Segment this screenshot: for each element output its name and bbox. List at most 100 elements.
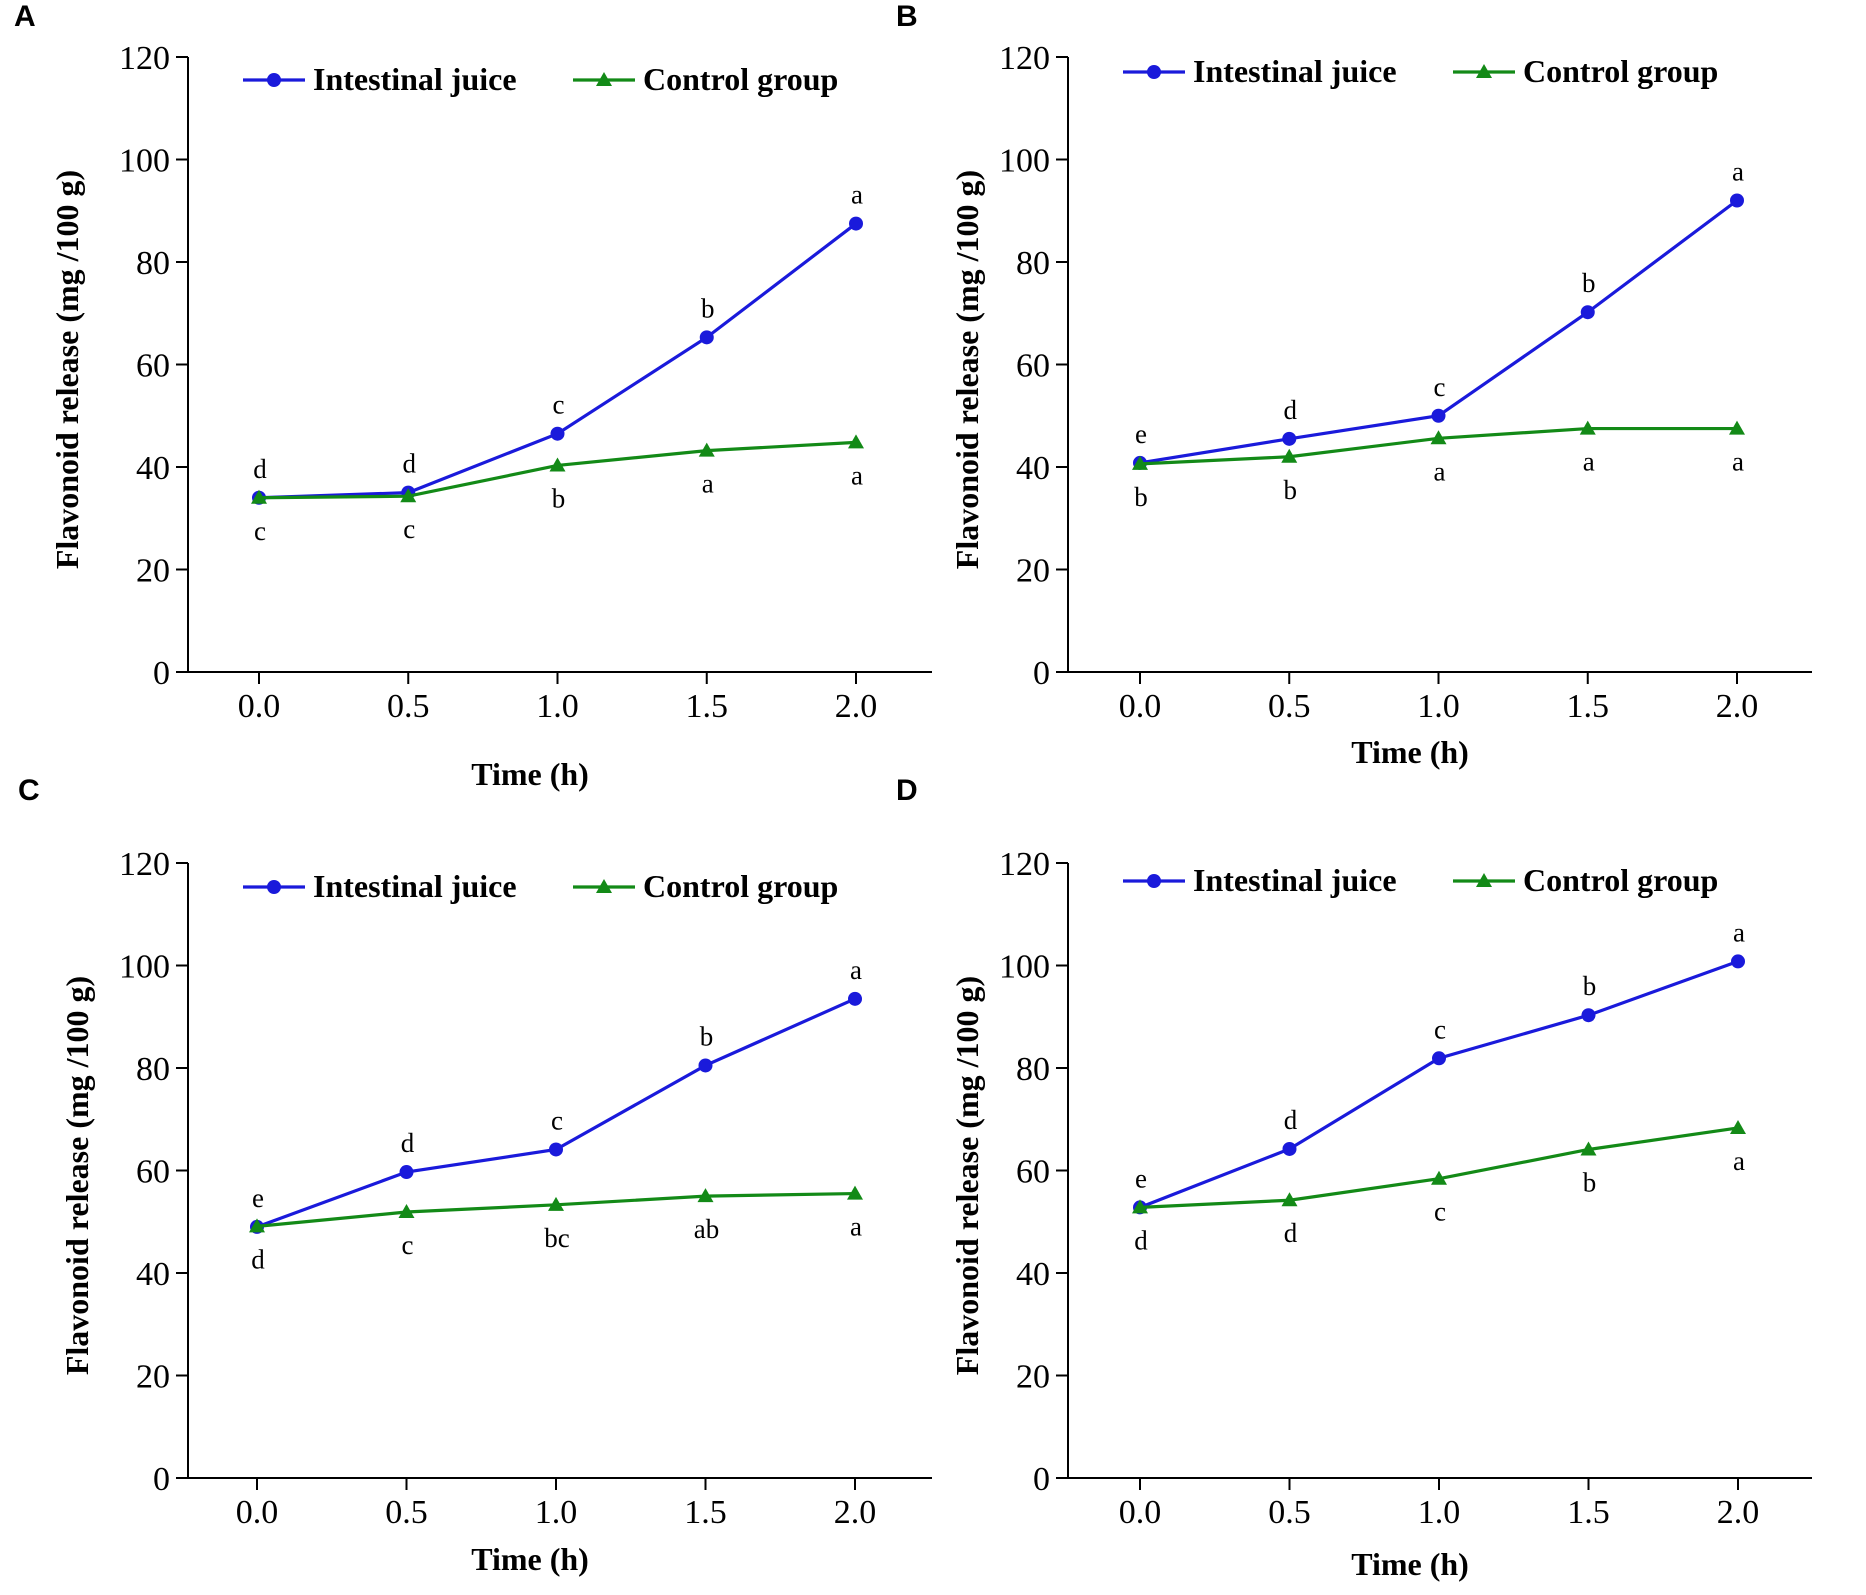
series-control-group: d c bc ab a <box>249 1185 863 1274</box>
y-tick-label: 100 <box>999 143 1050 180</box>
data-point <box>1281 1192 1298 1207</box>
x-tick-label: 1.0 <box>1417 688 1460 725</box>
series-line <box>1139 959 1739 1209</box>
data-point <box>1432 1051 1446 1066</box>
data-point <box>398 1204 415 1219</box>
y-axis-title: Flavonoid release (mg /100 g) <box>949 976 985 1375</box>
data-point <box>1581 1008 1596 1023</box>
y-axis-title: Flavonoid release (mg /100 g) <box>949 170 985 569</box>
data-point <box>849 216 863 231</box>
legend-label: Control group <box>643 868 838 904</box>
panel-letter: C <box>18 774 40 807</box>
y-tick-label: 0 <box>1033 1461 1050 1498</box>
significance-label: a <box>851 460 863 490</box>
x-tick-label: 1.5 <box>1567 1494 1610 1531</box>
data-point <box>1729 420 1745 435</box>
data-point <box>848 434 864 449</box>
x-axis-title: Time (h) <box>1351 734 1469 770</box>
significance-label: c <box>553 390 565 420</box>
significance-label: b <box>700 1021 714 1051</box>
significance-label: c <box>1434 372 1446 402</box>
legend-label: Intestinal juice <box>313 868 517 904</box>
y-tick-label: 40 <box>136 1256 170 1293</box>
series-line <box>258 222 857 500</box>
significance-label: d <box>1134 1225 1148 1255</box>
significance-label: a <box>1732 157 1744 187</box>
panel-b: B 0 20 40 60 80 100 120 0.0 0.5 1.0 1.5 2.0 Time (h) F… <box>896 0 1812 770</box>
data-point <box>1431 408 1446 423</box>
x-tick-label: 1.0 <box>536 688 579 725</box>
significance-label: a <box>850 1212 862 1242</box>
series-intestinal-juice: d d c b a <box>252 180 863 505</box>
y-tick-label: 120 <box>119 846 170 883</box>
data-point <box>1132 455 1148 470</box>
y-tick-label: 60 <box>1016 1154 1050 1191</box>
significance-label: a <box>1583 447 1595 477</box>
significance-label: e <box>1135 1163 1147 1193</box>
y-tick-label: 40 <box>1016 450 1050 487</box>
x-tick-label: 0.5 <box>387 688 430 725</box>
x-tick-label: 1.5 <box>686 688 729 725</box>
x-tick-label: 0.5 <box>385 1494 428 1531</box>
y-axis-title: Flavonoid release (mg /100 g) <box>49 170 85 569</box>
y-tick-label: 80 <box>136 1051 170 1088</box>
x-axis-title: Time (h) <box>471 1541 589 1577</box>
panel-letter: D <box>896 774 918 807</box>
data-point <box>698 1058 713 1073</box>
data-point <box>1730 1119 1746 1134</box>
significance-label: b <box>1582 268 1596 298</box>
significance-label: c <box>402 1230 414 1260</box>
y-tick-label: 80 <box>136 245 170 282</box>
significance-label: a <box>1733 1146 1745 1176</box>
data-point <box>549 1142 563 1157</box>
legend-marker <box>1476 873 1492 887</box>
significance-label: c <box>551 1105 563 1135</box>
y-tick-label: 0 <box>1033 655 1050 692</box>
series-control-group: c c b a a <box>251 434 864 546</box>
significance-label: d <box>251 1244 265 1274</box>
y-tick-label: 120 <box>119 40 170 77</box>
y-tick-label: 120 <box>999 40 1050 77</box>
significance-label: d <box>401 1128 415 1158</box>
legend: Intestinal juice Control group <box>243 868 838 904</box>
y-tick-label: 80 <box>1016 1051 1050 1088</box>
data-point <box>1281 448 1298 463</box>
legend-marker <box>267 880 281 894</box>
y-tick-label: 20 <box>1016 1359 1050 1396</box>
significance-label: a <box>1733 917 1745 947</box>
x-tick-label: 0.0 <box>238 688 281 725</box>
data-point <box>251 489 267 504</box>
y-tick-label: 100 <box>119 949 170 986</box>
y-tick-label: 80 <box>1016 245 1050 282</box>
significance-label: e <box>1135 419 1147 449</box>
x-tick-label: 0.5 <box>1268 688 1311 725</box>
legend-label: Control group <box>1523 53 1718 89</box>
legend-label: Control group <box>643 61 838 97</box>
significance-label: bc <box>544 1223 570 1253</box>
significance-label: b <box>1583 1167 1597 1197</box>
series-intestinal-juice: e d c b a <box>1133 917 1745 1215</box>
legend-label: Intestinal juice <box>1193 862 1397 898</box>
y-tick-label: 20 <box>136 1359 170 1396</box>
legend-marker <box>1147 65 1161 79</box>
data-point <box>548 1196 564 1211</box>
y-tick-label: 40 <box>136 450 170 487</box>
panel-a: A 0 20 40 60 80 100 120 0.0 0.5 1.0 1.5 2.0 Time (h) F… <box>14 0 932 792</box>
panel-letter: B <box>896 0 918 33</box>
x-tick-label: 1.5 <box>684 1494 727 1531</box>
significance-label: e <box>252 1183 264 1213</box>
y-axis-title: Flavonoid release (mg /100 g) <box>59 976 95 1375</box>
significance-label: a <box>851 180 863 210</box>
y-tick-label: 100 <box>999 949 1050 986</box>
panel-letter: A <box>14 0 36 33</box>
y-tick-label: 20 <box>136 553 170 590</box>
data-point <box>1431 1170 1447 1185</box>
significance-label: b <box>552 483 566 513</box>
legend-label: Intestinal juice <box>1193 53 1397 89</box>
x-tick-label: 0.5 <box>1268 1494 1311 1531</box>
legend-label: Control group <box>1523 862 1718 898</box>
legend-label: Intestinal juice <box>313 61 517 97</box>
y-tick-label: 0 <box>153 655 170 692</box>
x-tick-label: 0.0 <box>1119 1494 1162 1531</box>
y-tick-label: 60 <box>136 348 170 385</box>
